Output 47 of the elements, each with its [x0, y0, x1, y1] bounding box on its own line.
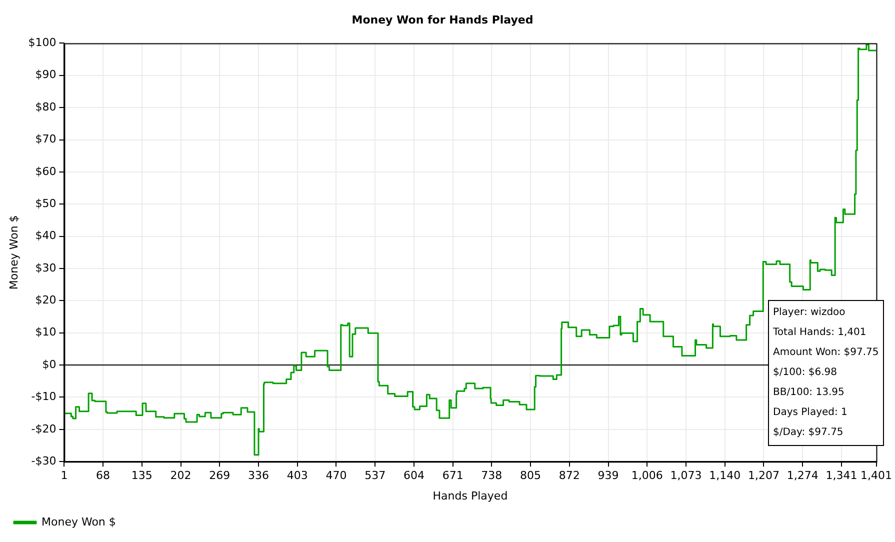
- x-tick-label: 403: [286, 469, 308, 482]
- y-tick-label: $10: [35, 326, 56, 339]
- x-tick-label: 135: [131, 469, 152, 482]
- x-tick-label: 671: [442, 469, 464, 482]
- y-tick-label: -$20: [31, 422, 56, 436]
- y-tick-label: -$10: [31, 390, 56, 404]
- annotation: Days Played: 1: [773, 406, 848, 420]
- y-tick-label: $30: [35, 261, 56, 274]
- y-tick-label: $80: [35, 100, 56, 114]
- x-tick-label: 1,401: [860, 469, 892, 482]
- x-tick-label: 738: [481, 469, 502, 482]
- y-tick-label: -$30: [31, 454, 56, 468]
- x-tick-label: 805: [520, 469, 542, 482]
- x-tick-label: 336: [248, 469, 270, 482]
- y-tick-label: $60: [35, 164, 56, 178]
- x-tick-label: 1: [60, 469, 68, 482]
- x-tick-label: 1,274: [786, 469, 818, 482]
- x-tick-label: 939: [598, 469, 619, 482]
- y-tick-label: $0: [42, 358, 56, 371]
- y-tick-label: $90: [35, 68, 56, 82]
- y-tick-label: $50: [35, 196, 56, 210]
- x-tick-label: 537: [364, 469, 386, 482]
- legend-label: Money Won $: [42, 515, 116, 528]
- x-tick-label: 68: [96, 469, 110, 482]
- y-axis-title: Money Won $: [7, 215, 20, 290]
- x-tick-label: 269: [209, 469, 230, 482]
- annotation: BB/100: 13.95: [773, 386, 846, 400]
- x-tick-label: 1,140: [709, 469, 741, 482]
- x-tick-label: 1,073: [670, 469, 702, 482]
- chart-title: Money Won for Hands Played: [352, 13, 534, 26]
- x-tick-label: 470: [326, 469, 347, 482]
- y-tick-label: $40: [35, 229, 56, 242]
- x-tick-label: 604: [403, 469, 424, 482]
- x-tick-label: 202: [170, 469, 192, 482]
- x-tick-label: 1,207: [748, 469, 780, 482]
- x-tick-label: 1,341: [826, 469, 858, 482]
- annotation: Total Hands: 1,401: [773, 326, 868, 340]
- x-tick-label: 872: [558, 469, 580, 482]
- annotation: $/Day: $97.75: [773, 426, 844, 440]
- y-tick-label: $70: [35, 132, 56, 146]
- annotation: Amount Won: $97.75: [773, 346, 879, 360]
- annotation: Player: wizdoo: [773, 306, 846, 320]
- y-tick-label: $20: [35, 294, 56, 307]
- x-tick-label: 1,006: [631, 469, 663, 482]
- y-tick-label: $100: [28, 36, 56, 50]
- x-axis-title: Hands Played: [432, 489, 508, 502]
- annotation: $/100: $6.98: [773, 366, 838, 380]
